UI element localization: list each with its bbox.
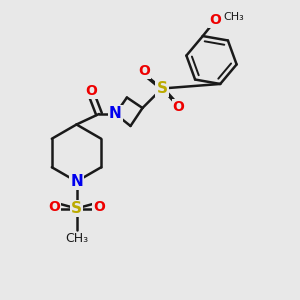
Text: N: N	[70, 174, 83, 189]
Text: O: O	[209, 13, 221, 27]
Text: S: S	[157, 81, 167, 96]
Text: O: O	[172, 100, 184, 114]
Text: O: O	[138, 64, 150, 78]
Text: S: S	[71, 201, 82, 216]
Text: O: O	[48, 200, 60, 214]
Text: CH₃: CH₃	[65, 232, 88, 245]
Text: N: N	[109, 106, 122, 122]
Text: CH₃: CH₃	[223, 12, 244, 22]
Text: O: O	[93, 200, 105, 214]
Text: O: O	[85, 85, 98, 98]
